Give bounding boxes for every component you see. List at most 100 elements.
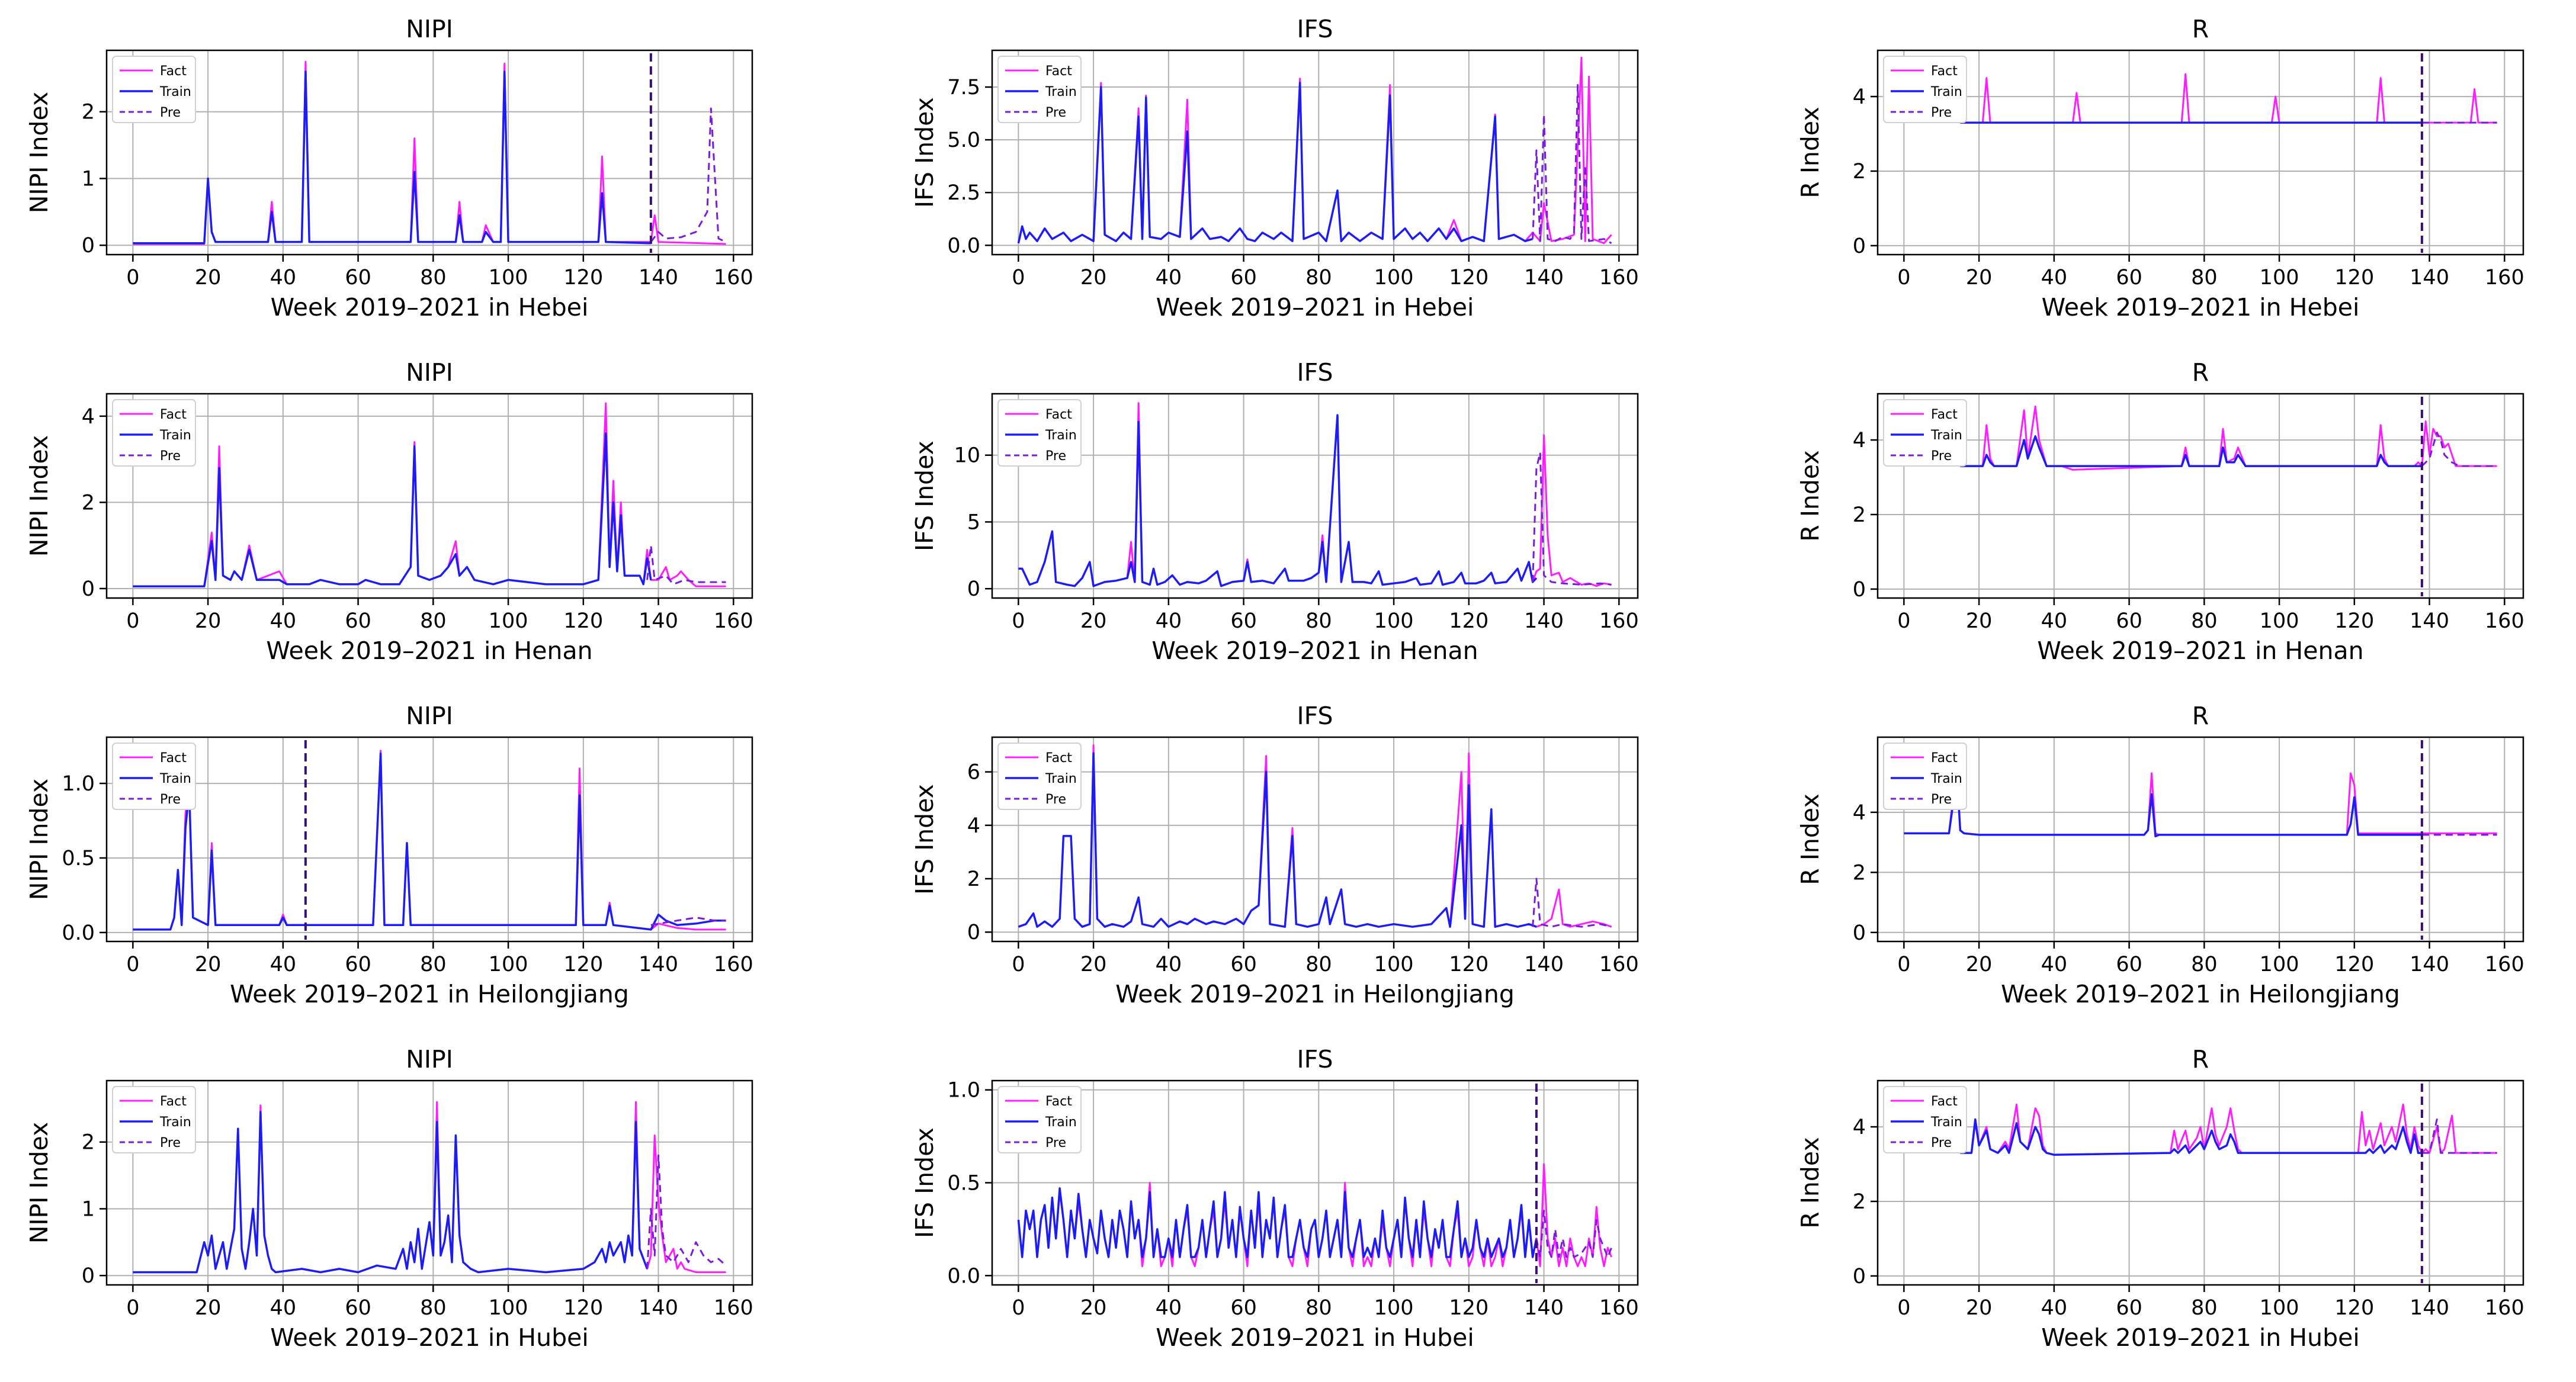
x-tick-label: 60: [2116, 953, 2142, 976]
x-tick-label: 40: [270, 609, 297, 633]
legend-fact-label: Fact: [160, 1094, 187, 1109]
x-tick-label: 160: [1599, 1296, 1639, 1320]
x-tick-label: 160: [1599, 266, 1639, 290]
x-tick-label: 120: [563, 609, 603, 633]
x-tick-label: 160: [2485, 1296, 2524, 1320]
series-train-line: [1018, 752, 1537, 928]
y-tick-label: 0: [82, 234, 95, 258]
legend-box: [1883, 56, 1967, 123]
x-tick-label: 20: [1080, 953, 1107, 976]
x-tick-label: 80: [2191, 266, 2218, 290]
axes-frame: [1876, 1079, 2524, 1286]
legend-fact-label: Fact: [1045, 64, 1072, 79]
panel-1: 0 20 40 60 80 100 120 140 160 0 1 2 Fact Train Pre NIPI…: [25, 15, 753, 322]
legend-train-label: Train: [159, 428, 191, 443]
x-tick-label: 40: [1156, 1296, 1182, 1320]
y-tick-label: 10: [954, 444, 980, 468]
series-train-line: [133, 1111, 649, 1274]
x-axis-label: Week 2019–2021 in Heilongjiang: [1115, 980, 1515, 1008]
x-axis-label: Week 2019–2021 in Hubei: [2041, 1323, 2359, 1352]
y-tick-label: 0: [967, 577, 980, 601]
x-tick-label: 60: [345, 953, 371, 976]
y-tick-label: 4: [1853, 85, 1866, 109]
y-axis-label: NIPI Index: [25, 779, 53, 900]
series-train-line: [1018, 414, 1538, 587]
y-tick-label: 2: [1853, 1190, 1866, 1214]
axes-frame: [105, 49, 753, 256]
x-tick-label: 0: [1012, 266, 1025, 290]
series-train-line: [133, 432, 652, 588]
x-tick-label: 80: [1305, 1296, 1332, 1320]
panel-title: IFS: [1297, 358, 1333, 387]
y-tick-label: 0: [1853, 234, 1866, 258]
x-tick-label: 60: [1230, 953, 1257, 976]
y-tick-label: 2: [1853, 503, 1866, 527]
panel-6: 0 20 40 60 80 100 120 140 160 0 2 4 Fact Train Pre R Wee…: [1796, 358, 2524, 665]
x-tick-label: 20: [1966, 609, 1993, 633]
series-train-line: [1960, 1118, 2422, 1156]
x-tick-label: 120: [2334, 609, 2374, 633]
panel-10: 0 20 40 60 80 100 120 140 160 0 1 2 Fact Train Pre NIPI…: [25, 1045, 753, 1352]
series-train-line: [1904, 766, 2422, 838]
series-pre-line: [2421, 432, 2497, 467]
x-tick-label: 20: [1966, 266, 1993, 290]
x-tick-label: 0: [1012, 1296, 1025, 1320]
x-tick-label: 140: [2410, 609, 2449, 633]
panel-title: R: [2192, 702, 2209, 730]
x-tick-label: 160: [714, 1296, 753, 1320]
x-tick-label: 80: [1305, 609, 1332, 633]
legend-box: [997, 1086, 1082, 1153]
x-tick-label: 60: [1230, 266, 1257, 290]
panel-title: IFS: [1297, 15, 1333, 43]
x-tick-label: 160: [1599, 953, 1639, 976]
x-tick-label: 120: [1449, 266, 1489, 290]
y-tick-label: 0.0: [62, 921, 95, 945]
y-axis-label: IFS Index: [910, 1127, 939, 1238]
x-tick-label: 140: [1524, 953, 1564, 976]
y-tick-label: 4: [82, 405, 95, 429]
y-tick-label: 2: [82, 491, 95, 515]
x-tick-label: 140: [1524, 266, 1564, 290]
x-tick-label: 0: [1897, 1296, 1910, 1320]
x-tick-label: 60: [1230, 609, 1257, 633]
panel-7: 0 20 40 60 80 100 120 140 160 0.0 0.5 1.0 Fact Train P…: [25, 702, 753, 1008]
legend-fact-label: Fact: [160, 64, 187, 79]
y-axis-label: R Index: [1796, 107, 1824, 198]
legend-fact-label: Fact: [1931, 64, 1958, 79]
panel-8: 0 20 40 60 80 100 120 140 160 0 2 4 6 Fact Train Pre IFS…: [910, 702, 1639, 1008]
x-tick-label: 80: [2191, 609, 2218, 633]
legend-fact-label: Fact: [1045, 407, 1072, 422]
panel-title: NIPI: [406, 1045, 453, 1074]
panel-title: NIPI: [406, 15, 453, 43]
legend-train-label: Train: [1930, 772, 1962, 786]
x-tick-label: 160: [2485, 953, 2524, 976]
y-tick-label: 2: [967, 867, 980, 891]
y-tick-label: 2: [82, 101, 95, 124]
y-tick-label: 1: [82, 167, 95, 191]
x-tick-label: 100: [1374, 953, 1414, 976]
axes-frame: [105, 393, 753, 599]
x-axis-label: Week 2019–2021 in Henan: [266, 637, 592, 665]
legend-pre-label: Pre: [160, 1136, 181, 1150]
x-tick-label: 40: [2041, 266, 2068, 290]
y-tick-label: 4: [1853, 429, 1866, 452]
x-tick-label: 20: [195, 609, 222, 633]
x-tick-label: 60: [345, 1296, 371, 1320]
panel-5: 0 20 40 60 80 100 120 140 160 0 5 10 Fact Train Pre IFS…: [910, 358, 1639, 665]
x-tick-label: 80: [420, 266, 447, 290]
y-axis-label: NIPI Index: [25, 1122, 53, 1243]
series-pre-line: [650, 917, 726, 926]
x-tick-label: 140: [1524, 609, 1564, 633]
x-tick-label: 120: [2334, 953, 2374, 976]
x-axis-label: Week 2019–2021 in Henan: [1151, 637, 1478, 665]
x-tick-label: 80: [2191, 953, 2218, 976]
x-tick-label: 0: [1897, 953, 1910, 976]
x-tick-label: 100: [489, 953, 528, 976]
legend-box: [112, 56, 196, 123]
series-pre-line: [1532, 878, 1612, 928]
legend-train-label: Train: [1045, 1115, 1077, 1130]
legend-pre-label: Pre: [1931, 449, 1952, 464]
x-tick-label: 0: [1897, 609, 1910, 633]
x-tick-label: 0: [126, 266, 139, 290]
y-tick-label: 2.5: [947, 181, 980, 205]
